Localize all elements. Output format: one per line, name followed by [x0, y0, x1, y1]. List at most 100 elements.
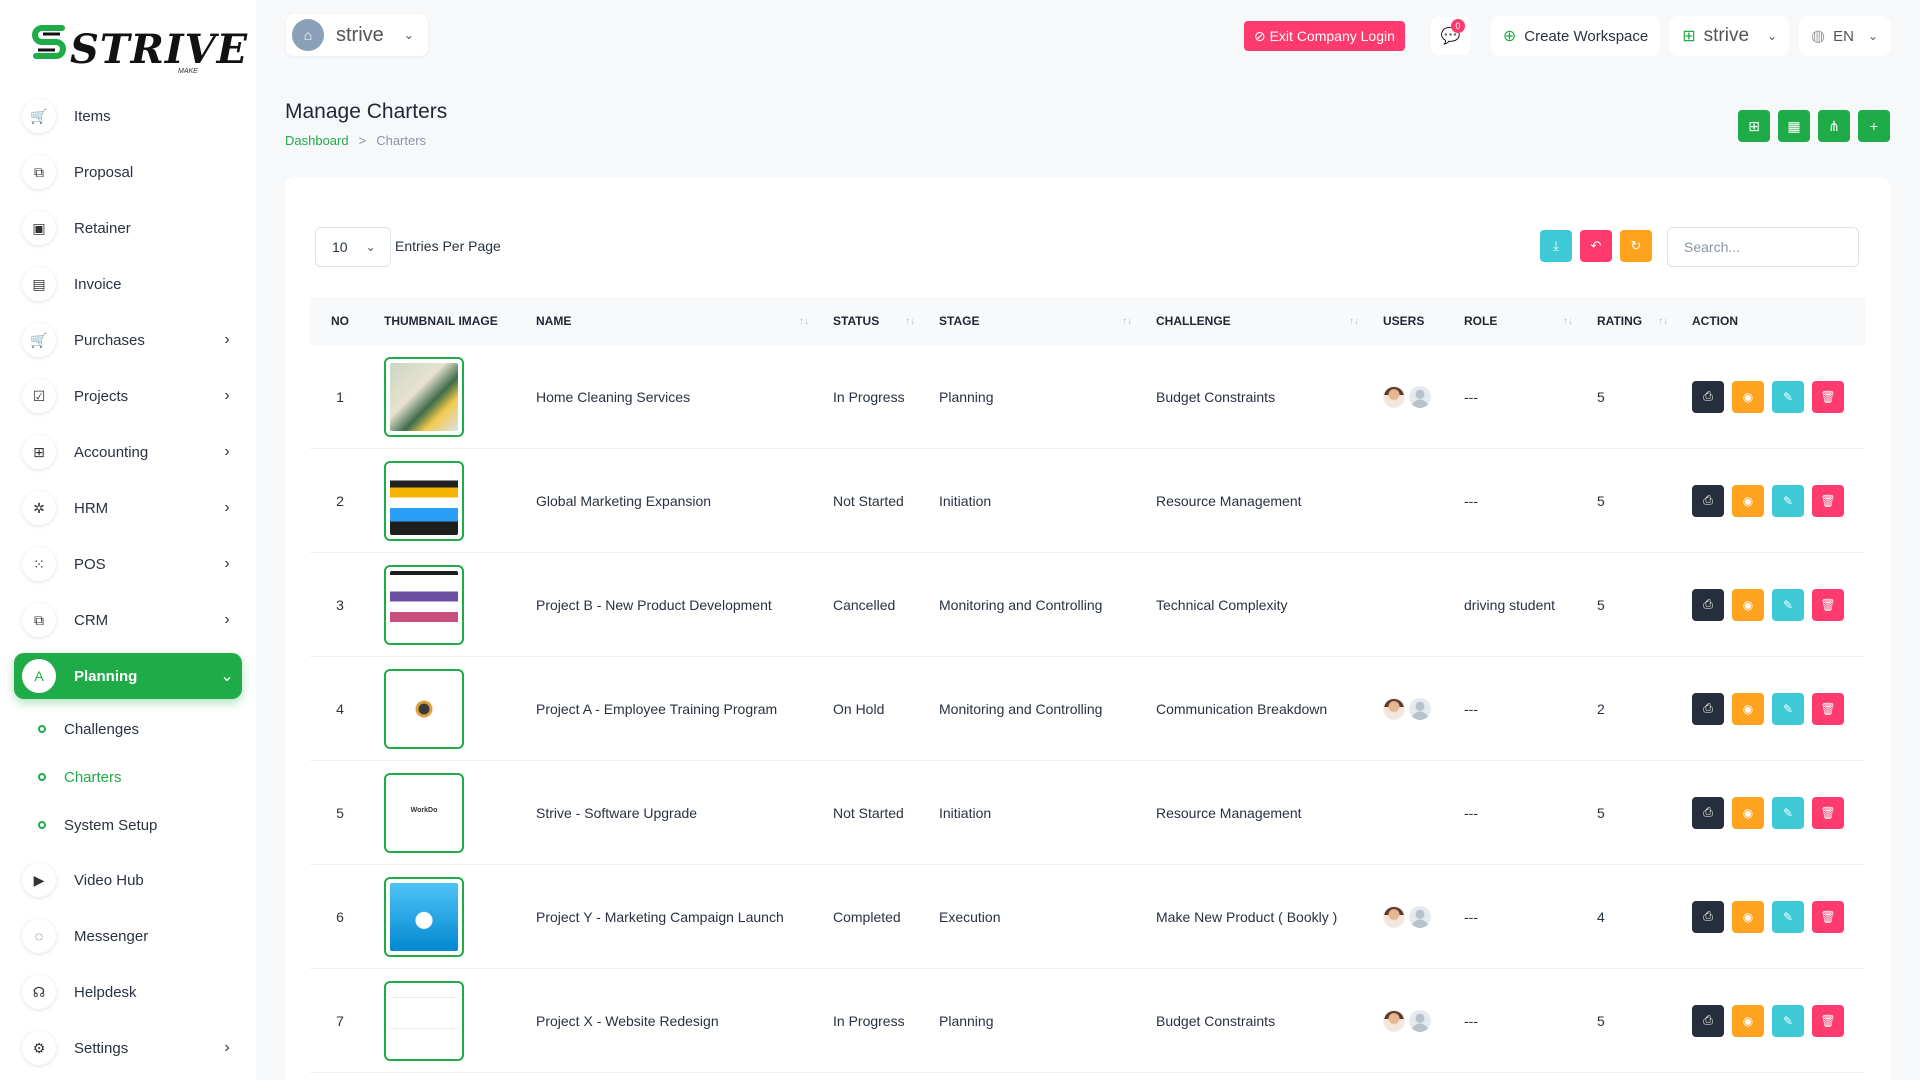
delete-button[interactable]: 🗑	[1812, 692, 1844, 725]
eye-icon: ◉	[1742, 701, 1754, 716]
sidebar-item-messenger[interactable]: ◌ Messenger	[14, 913, 242, 959]
edit-button[interactable]: ✎	[1772, 484, 1804, 517]
reload-button[interactable]: ↻	[1620, 230, 1652, 262]
brand-logo[interactable]: STRIVE MAKE	[30, 18, 247, 75]
charter-status: In Progress	[833, 388, 905, 405]
thumbnail-image[interactable]	[384, 460, 464, 541]
print-button[interactable]: ⎙	[1692, 692, 1724, 725]
submenu-item-system-setup[interactable]: System Setup	[38, 801, 242, 849]
globe-icon: ◍	[1811, 28, 1826, 45]
column-header-role[interactable]: ROLE ↑↓	[1450, 297, 1583, 345]
search-input[interactable]	[1667, 227, 1859, 267]
sidebar-item-planning[interactable]: A Planning ⌄	[14, 653, 242, 699]
sidebar-item-video-hub[interactable]: ▶ Video Hub	[14, 857, 242, 903]
user-avatar[interactable]	[1409, 385, 1431, 408]
grid-view-button[interactable]: ⊞	[1738, 110, 1770, 142]
charters-card: 10 ⌄ Entries Per Page ⤓ ↶ ↻ NO THUMBNAIL …	[285, 177, 1890, 1080]
view-button[interactable]: ◉	[1732, 900, 1764, 933]
edit-button[interactable]: ✎	[1772, 900, 1804, 933]
sidebar-item-invoice[interactable]: ▤ Invoice	[14, 261, 242, 307]
sidebar-item-crm[interactable]: ⧉ CRM ›	[14, 597, 242, 643]
sidebar-item-proposal[interactable]: ⧉ Proposal	[14, 149, 242, 195]
sidebar-item-helpdesk[interactable]: ☊ Helpdesk	[14, 969, 242, 1015]
thumbnail-cell	[370, 876, 522, 957]
add-charter-button[interactable]: +	[1858, 110, 1890, 142]
sidebar-item-hrm[interactable]: ✲ HRM ›	[14, 485, 242, 531]
thumbnail-image[interactable]	[384, 876, 464, 957]
user-avatar[interactable]	[1409, 1009, 1431, 1032]
breadcrumb-dashboard-link[interactable]: Dashboard	[285, 133, 349, 148]
print-button[interactable]: ⎙	[1692, 1004, 1724, 1037]
user-avatar[interactable]	[1383, 697, 1405, 720]
delete-button[interactable]: 🗑	[1812, 1004, 1844, 1037]
sidebar-item-retainer[interactable]: ▣ Retainer	[14, 205, 242, 251]
print-button[interactable]: ⎙	[1692, 588, 1724, 621]
charter-role: ---	[1464, 908, 1478, 925]
user-avatar[interactable]	[1383, 385, 1405, 408]
thumbnail-image[interactable]	[384, 564, 464, 645]
submenu-item-challenges[interactable]: Challenges	[38, 705, 242, 753]
sidebar-item-settings[interactable]: ⚙ Settings ›	[14, 1025, 242, 1071]
edit-button[interactable]: ✎	[1772, 692, 1804, 725]
edit-button[interactable]: ✎	[1772, 588, 1804, 621]
edit-button[interactable]: ✎	[1772, 380, 1804, 413]
thumbnail-image[interactable]	[384, 356, 464, 437]
thumbnail-image[interactable]: WorkDo	[384, 772, 464, 853]
user-avatar[interactable]	[1383, 905, 1405, 928]
purchases-icon: 🛒	[22, 323, 56, 357]
view-button[interactable]: ◉	[1732, 1004, 1764, 1037]
export-button[interactable]: ⤓	[1540, 230, 1572, 262]
print-button[interactable]: ⎙	[1692, 484, 1724, 517]
thumbnail-cell	[370, 564, 522, 645]
sidebar-item-purchases[interactable]: 🛒 Purchases ›	[14, 317, 242, 363]
workspace-selector[interactable]: ⌂ strive ⌄	[286, 14, 428, 56]
delete-button[interactable]: 🗑	[1812, 900, 1844, 933]
column-header-status[interactable]: STATUS ↑↓	[819, 297, 925, 345]
view-button[interactable]: ◉	[1732, 692, 1764, 725]
thumbnail-image[interactable]	[384, 980, 464, 1061]
reset-button[interactable]: ↶	[1580, 230, 1612, 262]
create-workspace-button[interactable]: ⊕ Create Workspace	[1490, 16, 1661, 56]
exit-company-login-button[interactable]: ⊘ Exit Company Login	[1243, 21, 1405, 51]
refresh-icon: ↻	[1630, 238, 1642, 253]
print-button[interactable]: ⎙	[1692, 900, 1724, 933]
user-avatar[interactable]	[1383, 1009, 1405, 1032]
entries-per-page-select[interactable]: 10 ⌄	[315, 227, 391, 267]
charter-rating: 5	[1597, 596, 1605, 613]
view-button[interactable]: ◉	[1732, 380, 1764, 413]
print-button[interactable]: ⎙	[1692, 796, 1724, 829]
create-workspace-label: Create Workspace	[1524, 27, 1649, 45]
thumbnail-image[interactable]	[384, 668, 464, 749]
kanban-view-button[interactable]: ▦	[1778, 110, 1810, 142]
workspace-switcher[interactable]: ⊞ strive ⌄	[1670, 16, 1790, 56]
column-header-challenge[interactable]: CHALLENGE ↑↓	[1142, 297, 1369, 345]
submenu-item-charters[interactable]: Charters	[38, 753, 242, 801]
tree-view-button[interactable]: ⋔	[1818, 110, 1850, 142]
delete-button[interactable]: 🗑	[1812, 796, 1844, 829]
language-selector[interactable]: ◍ EN ⌄	[1799, 16, 1890, 56]
chevron-down-icon: ⌄	[220, 668, 234, 685]
user-avatar[interactable]	[1409, 905, 1431, 928]
delete-button[interactable]: 🗑	[1812, 484, 1844, 517]
submenu-item-label: Challenges	[64, 720, 140, 738]
user-avatar[interactable]	[1409, 697, 1431, 720]
messages-button[interactable]: 💬 0	[1430, 17, 1471, 55]
view-button[interactable]: ◉	[1732, 588, 1764, 621]
view-button[interactable]: ◉	[1732, 484, 1764, 517]
edit-button[interactable]: ✎	[1772, 796, 1804, 829]
print-icon: ⎙	[1703, 597, 1713, 611]
delete-button[interactable]: 🗑	[1812, 588, 1844, 621]
column-header-name[interactable]: NAME ↑↓	[522, 297, 819, 345]
charter-challenge: Resource Management	[1156, 804, 1302, 821]
edit-button[interactable]: ✎	[1772, 1004, 1804, 1037]
sidebar-item-accounting[interactable]: ⊞ Accounting ›	[14, 429, 242, 475]
view-button[interactable]: ◉	[1732, 796, 1764, 829]
charter-challenge: Communication Breakdown	[1156, 700, 1328, 717]
print-button[interactable]: ⎙	[1692, 380, 1724, 413]
delete-button[interactable]: 🗑	[1812, 380, 1844, 413]
column-header-stage[interactable]: STAGE ↑↓	[925, 297, 1142, 345]
sidebar-item-projects[interactable]: ☑ Projects ›	[14, 373, 242, 419]
sidebar-item-items[interactable]: 🛒 Items	[14, 93, 242, 139]
sidebar-item-pos[interactable]: ⁙ POS ›	[14, 541, 242, 587]
column-header-rating[interactable]: RATING ↑↓	[1583, 297, 1678, 345]
